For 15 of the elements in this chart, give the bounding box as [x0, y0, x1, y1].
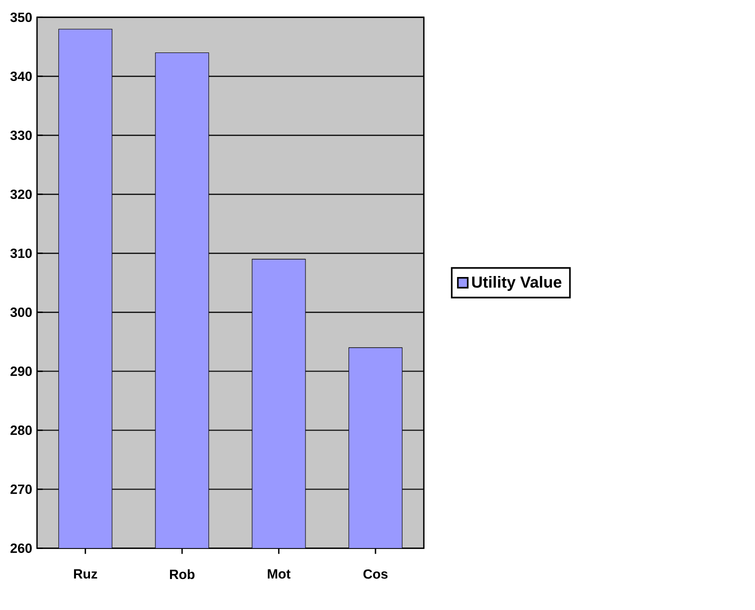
x-tick-label: Ruz — [74, 570, 98, 579]
legend-label: Utility Value — [472, 276, 562, 292]
y-tick-label: 300 — [10, 308, 32, 318]
y-tick-label: 290 — [10, 366, 32, 376]
y-tick-label: 330 — [10, 130, 32, 140]
x-tick-label: Rob — [170, 570, 195, 580]
y-tick-label: 270 — [10, 484, 32, 494]
y-tick-label: 260 — [10, 544, 32, 554]
y-tick-label: 340 — [10, 72, 32, 82]
x-tick-label: Cos — [363, 570, 388, 579]
y-tick-label: 280 — [10, 426, 32, 436]
y-tick-label: 320 — [10, 190, 32, 200]
y-tick-label: 310 — [10, 248, 32, 258]
x-tick-label: Mot — [268, 570, 290, 579]
y-tick-label: 350 — [10, 12, 32, 22]
